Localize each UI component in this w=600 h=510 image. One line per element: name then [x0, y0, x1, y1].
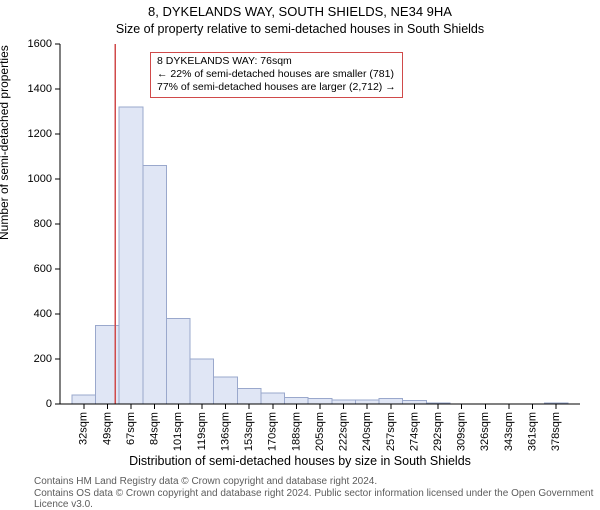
info-box-line3: 77% of semi-detached houses are larger (…	[157, 81, 396, 94]
footer-line-2: Contains OS data © Crown copyright and d…	[34, 488, 600, 510]
histogram-bar	[237, 388, 261, 404]
x-tick-label: 49sqm	[101, 412, 113, 445]
info-box-line2: ← 22% of semi-detached houses are smalle…	[157, 68, 396, 81]
x-tick-label: 240sqm	[361, 412, 373, 451]
histogram-bar	[166, 319, 190, 405]
chart-subtitle: Size of property relative to semi-detach…	[0, 22, 600, 36]
x-tick-label: 188sqm	[290, 412, 302, 451]
y-axis-label: Number of semi-detached properties	[0, 45, 11, 240]
x-tick-label: 274sqm	[408, 412, 420, 451]
chart-container: 8, DYKELANDS WAY, SOUTH SHIELDS, NE34 9H…	[0, 0, 600, 500]
x-tick-label: 32sqm	[78, 412, 90, 445]
x-tick-label: 67sqm	[125, 412, 137, 445]
x-tick-label: 309sqm	[456, 412, 468, 451]
x-tick-label: 153sqm	[243, 412, 255, 451]
x-axis-label: Distribution of semi-detached houses by …	[0, 454, 600, 468]
histogram-bar	[285, 397, 309, 404]
y-tick-label: 1200	[28, 128, 52, 140]
chart-title: 8, DYKELANDS WAY, SOUTH SHIELDS, NE34 9H…	[0, 4, 600, 19]
histogram-bar	[214, 377, 238, 404]
x-tick-label: 361sqm	[526, 412, 538, 451]
histogram-bar	[355, 400, 379, 404]
x-tick-label: 84sqm	[149, 412, 161, 445]
y-tick-label: 1000	[28, 173, 52, 185]
x-tick-label: 222sqm	[338, 412, 350, 451]
x-tick-label: 343sqm	[503, 412, 515, 451]
histogram-bar	[143, 166, 167, 405]
x-tick-label: 205sqm	[314, 412, 326, 451]
y-tick-label: 600	[34, 263, 52, 275]
y-tick-label: 200	[34, 353, 52, 365]
x-tick-label: 136sqm	[219, 412, 231, 451]
histogram-bar	[261, 393, 285, 404]
histogram-bar	[190, 359, 214, 404]
x-tick-label: 257sqm	[385, 412, 397, 451]
footer-line-1: Contains HM Land Registry data © Crown c…	[34, 476, 377, 487]
histogram-bar	[72, 395, 96, 404]
y-tick-label: 800	[34, 218, 52, 230]
y-tick-label: 1600	[28, 38, 52, 50]
info-box-line1: 8 DYKELANDS WAY: 76sqm	[157, 55, 396, 68]
y-tick-label: 0	[46, 398, 52, 410]
x-tick-label: 119sqm	[196, 412, 208, 450]
x-tick-label: 378sqm	[550, 412, 562, 451]
y-tick-label: 1400	[28, 83, 52, 95]
x-tick-label: 292sqm	[432, 412, 444, 451]
histogram-bar	[379, 398, 403, 404]
y-tick-label: 400	[34, 308, 52, 320]
histogram-bar	[119, 107, 143, 404]
x-tick-label: 101sqm	[172, 412, 184, 451]
histogram-bar	[332, 400, 356, 404]
info-box: 8 DYKELANDS WAY: 76sqm ← 22% of semi-det…	[150, 52, 403, 98]
x-tick-label: 326sqm	[479, 412, 491, 451]
x-tick-label: 170sqm	[267, 412, 279, 451]
histogram-bar	[308, 398, 332, 404]
